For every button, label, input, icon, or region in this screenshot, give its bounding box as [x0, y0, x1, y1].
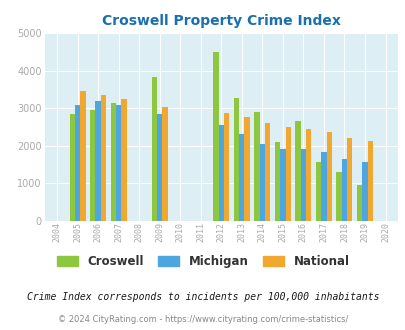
Bar [346, 138, 352, 221]
Bar [95, 101, 100, 221]
Bar [279, 149, 285, 221]
Bar [151, 78, 157, 221]
Bar [90, 110, 95, 221]
Bar [244, 117, 249, 221]
Bar [367, 141, 372, 221]
Bar [75, 105, 80, 221]
Bar [218, 125, 224, 221]
Bar [121, 99, 126, 221]
Bar [361, 162, 367, 221]
Bar [336, 172, 341, 221]
Bar [356, 185, 361, 221]
Bar [100, 95, 106, 221]
Bar [254, 112, 259, 221]
Bar [224, 113, 229, 221]
Bar [326, 132, 331, 221]
Bar [157, 114, 162, 221]
Bar [162, 107, 167, 221]
Bar [110, 103, 116, 221]
Bar [80, 91, 85, 221]
Bar [285, 127, 290, 221]
Bar [341, 159, 346, 221]
Bar [305, 129, 311, 221]
Title: Croswell Property Crime Index: Croswell Property Crime Index [102, 14, 340, 28]
Text: © 2024 CityRating.com - https://www.cityrating.com/crime-statistics/: © 2024 CityRating.com - https://www.city… [58, 315, 347, 324]
Bar [315, 162, 320, 221]
Bar [320, 152, 326, 221]
Bar [264, 122, 270, 221]
Bar [239, 134, 244, 221]
Bar [300, 149, 305, 221]
Bar [274, 142, 279, 221]
Bar [259, 144, 264, 221]
Bar [233, 98, 239, 221]
Legend: Croswell, Michigan, National: Croswell, Michigan, National [52, 250, 353, 273]
Bar [116, 105, 121, 221]
Text: Crime Index corresponds to incidents per 100,000 inhabitants: Crime Index corresponds to incidents per… [27, 292, 378, 302]
Bar [295, 121, 300, 221]
Bar [69, 114, 75, 221]
Bar [213, 52, 218, 221]
